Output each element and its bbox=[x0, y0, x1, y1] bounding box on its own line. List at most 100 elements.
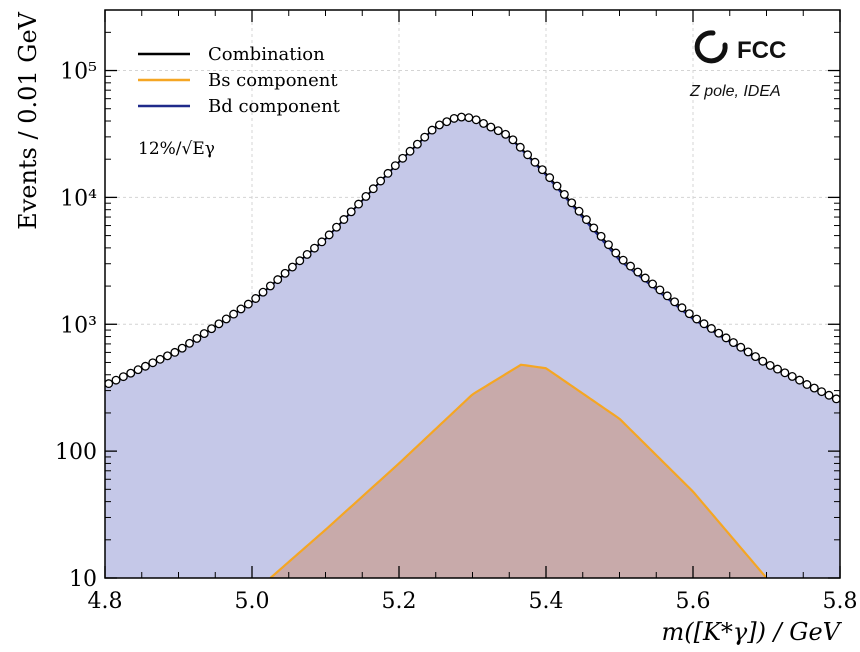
combination-point bbox=[831, 394, 840, 404]
combination-point bbox=[817, 387, 827, 397]
combination-point bbox=[302, 249, 312, 259]
y-tick-label: 10³ bbox=[60, 313, 97, 338]
combination-point bbox=[655, 285, 665, 295]
combination-point bbox=[118, 372, 128, 382]
bs-component-line bbox=[269, 363, 768, 578]
combination-point bbox=[728, 338, 738, 348]
y-tick-label: 100 bbox=[55, 440, 97, 465]
combination-point bbox=[479, 118, 488, 128]
combination-point bbox=[626, 261, 635, 271]
combination-point bbox=[640, 273, 650, 283]
combination-point bbox=[677, 303, 687, 313]
combination-point bbox=[346, 207, 356, 217]
combination-point bbox=[398, 153, 408, 163]
combination-point bbox=[596, 231, 606, 241]
combination-point bbox=[155, 354, 165, 364]
combination-point bbox=[824, 390, 834, 400]
combination-point bbox=[523, 150, 533, 160]
axis-ticks: 4.8 5.0 5.2 5.4 5.6 5.8 10 100 10³ 10⁴ 10⁵ bbox=[55, 10, 858, 614]
combination-point bbox=[611, 248, 621, 258]
resolution-annotation: 12%/√Eγ bbox=[138, 139, 215, 159]
combination-point bbox=[773, 364, 782, 374]
combination-point bbox=[324, 230, 334, 240]
combination-point bbox=[559, 189, 569, 199]
combination-point bbox=[721, 333, 731, 343]
combination-point bbox=[376, 176, 386, 186]
combination-point bbox=[420, 132, 430, 142]
combination-point bbox=[317, 237, 327, 247]
combination-point bbox=[229, 309, 239, 319]
combination-point bbox=[670, 297, 680, 307]
combination-point bbox=[221, 314, 231, 324]
x-tick-label: 5.4 bbox=[529, 589, 564, 614]
combination-point bbox=[390, 161, 400, 171]
combination-point bbox=[449, 113, 459, 123]
combination-point bbox=[604, 240, 613, 250]
combination-point bbox=[383, 168, 393, 178]
combination-point bbox=[148, 358, 158, 368]
legend-label-bd: Bd component bbox=[208, 96, 341, 117]
combination-point bbox=[809, 383, 819, 393]
combination-point bbox=[758, 356, 768, 366]
fcc-logo: FCC bbox=[694, 30, 786, 64]
combination-point bbox=[464, 113, 474, 123]
legend: Combination Bs component Bd component bbox=[138, 44, 341, 117]
combination-point bbox=[743, 347, 753, 357]
combination-point bbox=[361, 191, 371, 201]
combination-point bbox=[251, 294, 261, 303]
combination-point bbox=[295, 256, 305, 266]
combination-point bbox=[332, 222, 341, 232]
combination-point bbox=[199, 329, 209, 339]
combination-point bbox=[126, 368, 136, 378]
combination-point bbox=[633, 267, 643, 277]
x-tick-label: 5.6 bbox=[676, 589, 711, 614]
combination-point bbox=[133, 365, 143, 375]
combination-point bbox=[207, 324, 217, 334]
combination-point bbox=[287, 262, 297, 272]
combination-point bbox=[354, 199, 364, 209]
fcc-sublabel: Z pole, IDEA bbox=[689, 83, 781, 100]
combination-point bbox=[537, 165, 547, 175]
fcc-logo-text: FCC bbox=[737, 37, 786, 64]
x-tick-label: 4.8 bbox=[88, 589, 123, 614]
x-axis-title-text: m([K*γ]) / GeV bbox=[661, 618, 842, 646]
combination-point bbox=[192, 333, 202, 343]
combination-point bbox=[493, 126, 503, 136]
bs-component-fill bbox=[270, 364, 767, 578]
combination-point bbox=[442, 117, 452, 127]
combination-point bbox=[780, 368, 790, 378]
combination-point bbox=[552, 181, 562, 191]
combination-point bbox=[736, 342, 746, 352]
combination-point bbox=[405, 146, 415, 156]
combination-point bbox=[214, 319, 224, 329]
combination-point bbox=[574, 206, 584, 216]
combination-point bbox=[486, 122, 496, 132]
combination-point bbox=[589, 223, 599, 233]
combination-point bbox=[581, 215, 591, 225]
fcc-logo-ring-icon bbox=[694, 30, 728, 64]
y-axis-title: Events / 0.01 GeV bbox=[14, 11, 42, 229]
combination-point bbox=[765, 360, 775, 370]
combination-point bbox=[280, 268, 290, 278]
combination-point bbox=[427, 125, 437, 135]
combination-point bbox=[530, 157, 540, 167]
combination-point bbox=[567, 198, 577, 208]
combination-point bbox=[265, 281, 275, 291]
combination-point bbox=[243, 299, 253, 309]
combination-point bbox=[795, 375, 805, 385]
combination-point bbox=[662, 291, 672, 301]
combination-point bbox=[170, 347, 180, 357]
combination-point bbox=[105, 379, 114, 389]
x-tick-label: 5.0 bbox=[235, 589, 270, 614]
combination-point bbox=[802, 380, 812, 389]
combination-point bbox=[140, 361, 150, 371]
y-tick-label: 10⁵ bbox=[60, 60, 97, 85]
combination-point bbox=[471, 115, 481, 125]
y-tick-label: 10 bbox=[69, 567, 97, 592]
combination-point bbox=[501, 129, 511, 139]
combination-point bbox=[258, 287, 268, 297]
combination-point bbox=[434, 120, 444, 130]
combination-point bbox=[684, 309, 694, 319]
combination-point bbox=[692, 314, 702, 324]
